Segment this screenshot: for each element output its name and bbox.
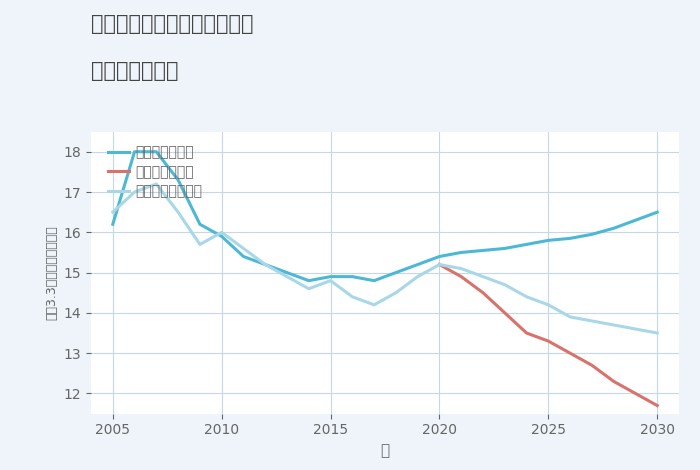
バッドシナリオ (544, 338, 552, 344)
ノーマルシナリオ (544, 302, 552, 308)
ノーマルシナリオ (283, 274, 291, 280)
バッドシナリオ (631, 391, 640, 396)
ノーマルシナリオ (218, 229, 226, 235)
バッドシナリオ (653, 403, 662, 408)
ノーマルシナリオ (479, 274, 487, 280)
ノーマルシナリオ (348, 294, 356, 299)
グッドシナリオ (370, 278, 378, 283)
ノーマルシナリオ (522, 294, 531, 299)
ノーマルシナリオ (304, 286, 313, 291)
ノーマルシナリオ (631, 326, 640, 332)
グッドシナリオ (414, 262, 422, 267)
バッドシナリオ (610, 378, 618, 384)
グッドシナリオ (653, 209, 662, 215)
ノーマルシナリオ (588, 318, 596, 324)
グッドシナリオ (108, 221, 117, 227)
Text: 土地の価格推移: 土地の価格推移 (91, 61, 178, 81)
Line: ノーマルシナリオ: ノーマルシナリオ (113, 184, 657, 333)
グッドシナリオ (544, 237, 552, 243)
バッドシナリオ (522, 330, 531, 336)
グッドシナリオ (304, 278, 313, 283)
Line: グッドシナリオ: グッドシナリオ (113, 152, 657, 281)
ノーマルシナリオ (500, 282, 509, 288)
Line: バッドシナリオ: バッドシナリオ (440, 265, 657, 406)
グッドシナリオ (435, 254, 444, 259)
グッドシナリオ (130, 149, 139, 155)
X-axis label: 年: 年 (380, 443, 390, 458)
グッドシナリオ (174, 177, 182, 183)
グッドシナリオ (239, 254, 248, 259)
ノーマルシナリオ (174, 209, 182, 215)
ノーマルシナリオ (261, 262, 270, 267)
ノーマルシナリオ (239, 246, 248, 251)
グッドシナリオ (631, 218, 640, 223)
ノーマルシナリオ (414, 274, 422, 280)
ノーマルシナリオ (370, 302, 378, 308)
グッドシナリオ (152, 149, 160, 155)
ノーマルシナリオ (392, 290, 400, 296)
ノーマルシナリオ (326, 278, 335, 283)
グッドシナリオ (392, 270, 400, 275)
ノーマルシナリオ (457, 266, 466, 271)
バッドシナリオ (435, 262, 444, 267)
グッドシナリオ (610, 226, 618, 231)
バッドシナリオ (566, 350, 574, 356)
ノーマルシナリオ (653, 330, 662, 336)
グッドシナリオ (566, 235, 574, 241)
グッドシナリオ (218, 234, 226, 239)
グッドシナリオ (326, 274, 335, 280)
グッドシナリオ (348, 274, 356, 280)
グッドシナリオ (500, 246, 509, 251)
ノーマルシナリオ (196, 242, 204, 247)
ノーマルシナリオ (610, 322, 618, 328)
ノーマルシナリオ (435, 262, 444, 267)
グッドシナリオ (588, 232, 596, 237)
グッドシナリオ (261, 262, 270, 267)
バッドシナリオ (479, 290, 487, 296)
Y-axis label: 坪（3.3㎡）単価（万円）: 坪（3.3㎡）単価（万円） (45, 225, 58, 320)
ノーマルシナリオ (108, 209, 117, 215)
グッドシナリオ (283, 270, 291, 275)
ノーマルシナリオ (566, 314, 574, 320)
Text: 岐阜県羽島郡笠松町清住町の: 岐阜県羽島郡笠松町清住町の (91, 14, 253, 34)
ノーマルシナリオ (152, 181, 160, 187)
バッドシナリオ (500, 310, 509, 316)
グッドシナリオ (522, 242, 531, 247)
バッドシナリオ (588, 362, 596, 368)
Legend: グッドシナリオ, バッドシナリオ, ノーマルシナリオ: グッドシナリオ, バッドシナリオ, ノーマルシナリオ (104, 141, 207, 203)
グッドシナリオ (196, 221, 204, 227)
グッドシナリオ (457, 250, 466, 255)
ノーマルシナリオ (130, 189, 139, 195)
バッドシナリオ (457, 274, 466, 280)
グッドシナリオ (479, 248, 487, 253)
